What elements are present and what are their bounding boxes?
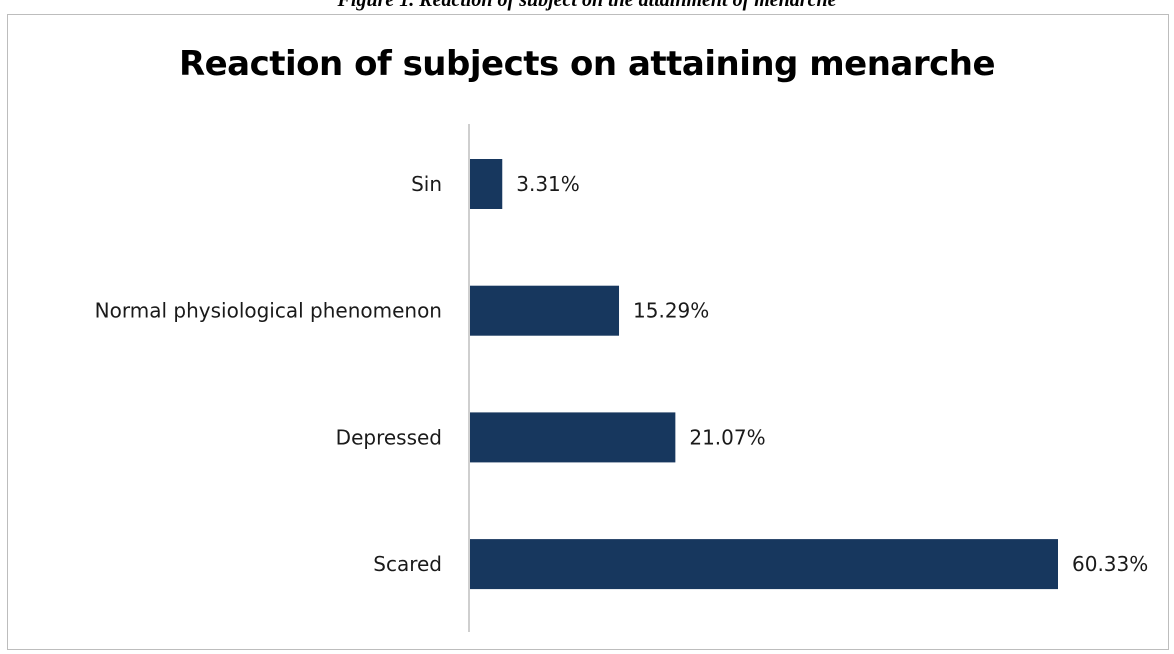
- bar-0: [470, 159, 503, 209]
- figure-caption: Figure 1. Reaction of subject on the att…: [337, 0, 837, 11]
- category-label-3: Scared: [373, 552, 442, 576]
- category-label-1: Normal physiological phenomenon: [95, 299, 442, 323]
- category-label-2: Depressed: [336, 425, 442, 449]
- bars-group: Sin 3.31% Normal physiological phenomenon 1…: [95, 159, 1148, 590]
- category-label-0: Sin: [411, 172, 442, 196]
- value-label-1: 15.29%: [633, 299, 709, 323]
- bar-1: [470, 285, 620, 336]
- bar-3: [470, 539, 1058, 590]
- value-label-0: 3.31%: [516, 172, 580, 196]
- value-label-2: 21.07%: [689, 425, 765, 449]
- bar-2: [470, 412, 676, 463]
- value-label-3: 60.33%: [1072, 552, 1148, 576]
- chart-title: Reaction of subjects on attaining menarc…: [178, 44, 996, 84]
